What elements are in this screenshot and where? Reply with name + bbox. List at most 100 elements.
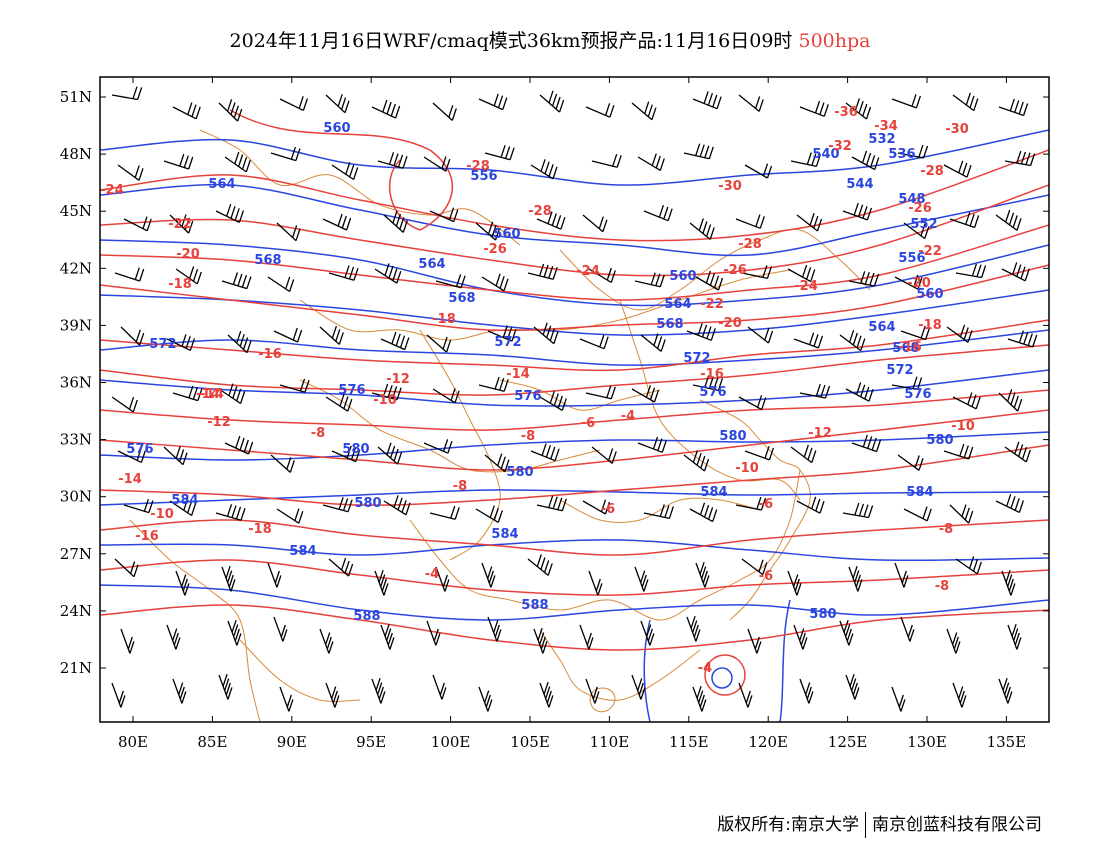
barb-feather [128,396,135,410]
barb-feather [861,150,868,164]
barb-feather [703,91,709,104]
barb-feather [494,376,500,390]
wind-barb [429,207,459,223]
barb-shaft [839,620,850,646]
barb-feather [764,446,770,459]
border-line [409,469,801,621]
barb-feather [959,324,966,338]
barb-feather [813,334,819,347]
wind-barb [845,673,860,700]
wind-barb [634,272,665,288]
barb-shaft [588,570,599,596]
barb-feather [663,206,669,220]
wind-barb [1007,330,1038,348]
barb-feather [716,96,722,109]
barb-shaft [172,392,199,402]
wind-barb [221,272,252,290]
barb-feather [497,95,504,108]
barb-feather [874,157,880,170]
barb-shaft [267,562,278,588]
latitude-label: 24N [60,602,92,620]
barb-shaft [163,446,184,466]
barb-feather [140,450,147,463]
barb-shaft [117,450,142,463]
barb-feather [1014,441,1020,455]
barb-feather [230,206,236,219]
wind-barb [227,619,242,646]
barb-feather [860,384,866,398]
wind-barb [842,202,873,221]
barb-feather [340,97,347,110]
temperature-label: -10 [951,419,975,434]
barb-feather [1011,623,1017,637]
barb-feather [342,498,349,511]
barb-feather [552,267,558,280]
barb-feather [651,153,657,166]
barb-feather [638,682,644,696]
barb-feather [231,505,237,518]
barb-feather [915,95,922,109]
barb-feather [1018,500,1025,513]
barb-feather [382,99,388,113]
wind-barb [481,562,496,588]
wind-barb [735,496,767,511]
barb-feather [903,575,909,588]
barb-feather [968,556,975,569]
wind-barb [891,686,906,712]
barb-shaft [692,686,703,712]
wind-barb [478,93,508,111]
barb-feather [656,336,663,349]
barb-feather [340,557,347,571]
wind-barb [952,392,981,410]
barb-feather [851,678,857,691]
barb-shaft [380,338,406,351]
barb-feather [442,574,448,588]
wind-barb [331,162,359,181]
barb-feather [659,158,665,171]
wind-barb [793,624,808,650]
barb-feather [401,500,407,513]
barb-feather [808,332,815,345]
wind-barb [787,264,816,283]
wind-barb [943,443,974,460]
barb-feather [1027,333,1033,346]
wind-barb [530,159,558,180]
wind-barb [1004,441,1031,463]
barb-feather [230,102,236,115]
geopotential-label: 564 [418,257,445,272]
geopotential-label: 572 [494,335,521,350]
barb-shaft [539,682,550,708]
temperature-label: -18 [918,318,942,333]
temperature-label: -10 [735,461,759,476]
barb-shaft [793,624,804,650]
barb-feather [234,208,240,221]
barb-feather [815,498,821,512]
barb-feather [707,92,714,106]
barb-feather [865,152,872,166]
barb-feather [958,160,964,174]
barb-feather [800,632,806,646]
wind-barb [527,554,553,576]
barb-shaft [111,682,122,708]
wind-barb [744,163,773,179]
wind-barb [637,436,667,453]
barb-feather [703,504,710,518]
barb-shaft [900,330,926,341]
barb-feather [129,561,136,574]
barb-feather [965,212,971,225]
barb-shaft [894,562,905,588]
barb-feather [136,87,143,100]
geopotential-label: 588 [521,598,548,613]
wind-barb [270,146,301,162]
barb-feather [338,332,344,345]
barb-feather [1022,103,1029,116]
barb-shaft [484,454,506,473]
wind-barb [845,382,874,402]
barb-shaft [900,616,911,642]
barb-feather [704,575,710,588]
barb-shaft [478,686,489,712]
temperature-label: -6 [759,497,773,512]
barb-feather [543,681,549,695]
barb-feather [926,508,932,522]
barb-shaft [738,682,749,708]
